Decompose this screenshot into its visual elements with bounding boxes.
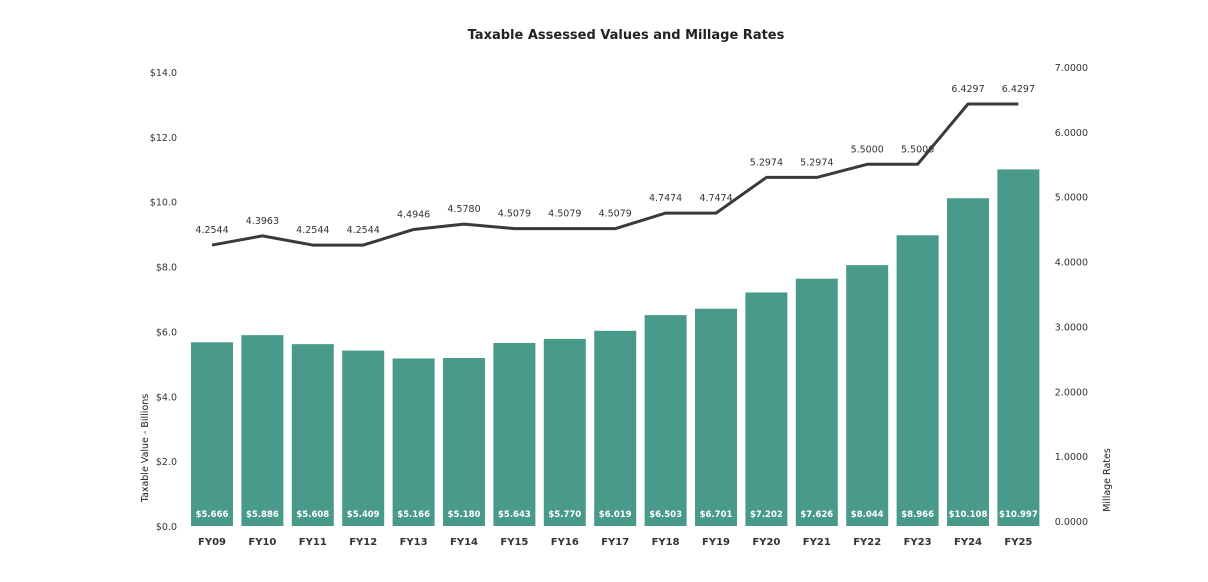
- y-left-ticks: $0.0 $2.0 $4.0 $6.0 $8.0 $10.0 $12.0 $14.0: [150, 68, 177, 533]
- y-right-tick-label: 3.0000: [1055, 322, 1088, 333]
- bar-value-label: $5.409: [347, 510, 380, 520]
- chart-title: Taxable Assessed Values and Millage Rate…: [468, 28, 785, 43]
- bar-value-label: $7.202: [750, 510, 783, 520]
- bar-value-label: $5.166: [397, 510, 430, 520]
- bar-value-label: $6.019: [599, 510, 632, 520]
- bar: [594, 330, 637, 526]
- y-right-axis-title: Millage Rates: [1102, 448, 1113, 512]
- bar-value-label: $10.108: [949, 510, 988, 520]
- x-tick-label: FY21: [803, 537, 831, 548]
- y-right-tick-label: 7.0000: [1055, 63, 1088, 74]
- x-tick-label: FY18: [652, 537, 680, 548]
- x-tick-label: FY14: [450, 537, 478, 548]
- line-value-label: 4.5079: [498, 209, 531, 220]
- bar-value-label: $10.997: [999, 510, 1038, 520]
- bar-series: $5.666 $5.886 $5.608 $5.409 $5.166 $5.180 $5.6…: [191, 169, 1040, 526]
- line-value-label: 5.5000: [851, 144, 884, 155]
- y-right-tick-label: 1.0000: [1055, 452, 1088, 463]
- x-tick-label: FY15: [500, 537, 528, 548]
- y-right-ticks: 0.0000 1.0000 2.0000 3.0000 4.0000 5.0000 6.00…: [1055, 63, 1088, 528]
- bar-value-label: $5.886: [246, 510, 279, 520]
- y-left-tick-label: $6.0: [156, 327, 177, 338]
- bar-value-label: $6.503: [649, 510, 682, 520]
- bar: [846, 265, 889, 526]
- bar: [291, 344, 334, 526]
- y-left-tick-label: $10.0: [150, 198, 177, 209]
- x-tick-label: FY11: [299, 537, 327, 548]
- y-left-tick-label: $0.0: [156, 522, 177, 533]
- bar-value-label: $5.770: [548, 510, 581, 520]
- x-tick-label: FY24: [954, 537, 982, 548]
- bar: [493, 343, 536, 526]
- line-value-label: 5.5000: [901, 144, 934, 155]
- y-right-tick-label: 0.0000: [1055, 517, 1088, 528]
- line-value-label: 4.4946: [397, 209, 430, 220]
- category-labels: FY09 FY10 FY11 FY12 FY13 FY14 FY15 FY16 FY17 FY18…: [198, 537, 1032, 548]
- bar-value-label: $8.044: [851, 510, 884, 520]
- bar: [241, 335, 284, 526]
- x-tick-label: FY09: [198, 537, 226, 548]
- y-left-tick-label: $2.0: [156, 457, 177, 468]
- x-tick-label: FY10: [248, 537, 276, 548]
- bar: [795, 278, 838, 526]
- bar: [947, 198, 989, 526]
- x-tick-label: FY22: [853, 537, 881, 548]
- x-tick-label: FY25: [1004, 537, 1032, 548]
- line-value-label: 4.7474: [649, 193, 682, 204]
- line-value-label: 5.2974: [800, 157, 833, 168]
- bar: [745, 292, 788, 526]
- line-value-label: 4.5079: [548, 209, 581, 220]
- line-value-label: 4.2544: [347, 225, 380, 236]
- x-tick-label: FY16: [551, 537, 579, 548]
- bar: [543, 338, 586, 526]
- y-right-tick-label: 4.0000: [1055, 258, 1088, 269]
- line-value-label: 4.3963: [246, 216, 279, 227]
- bar: [896, 235, 939, 526]
- y-left-axis-title: Taxable Value - Billions: [140, 394, 151, 503]
- bar-value-label: $6.701: [700, 510, 733, 520]
- x-tick-label: FY19: [702, 537, 730, 548]
- bar-value-label: $7.626: [800, 510, 833, 520]
- line-value-label: 4.7474: [699, 193, 732, 204]
- y-left-tick-label: $4.0: [156, 392, 177, 403]
- bar: [191, 342, 233, 526]
- line-value-label: 4.5780: [447, 204, 480, 215]
- line-value-label: 4.2544: [296, 225, 329, 236]
- bar-value-label: $5.180: [448, 510, 481, 520]
- millage-line: [211, 102, 1019, 247]
- x-tick-label: FY23: [904, 537, 932, 548]
- y-left-tick-label: $14.0: [150, 68, 177, 79]
- bar: [392, 358, 435, 526]
- bar: [644, 315, 687, 526]
- x-tick-label: FY20: [752, 537, 780, 548]
- y-left-tick-label: $12.0: [150, 133, 177, 144]
- bar: [342, 350, 385, 526]
- line-value-label: 6.4297: [951, 84, 984, 95]
- bar-value-label: $5.643: [498, 510, 531, 520]
- line-value-label: 4.2544: [195, 225, 228, 236]
- line-value-label: 4.5079: [599, 209, 632, 220]
- line-series: 4.2544 4.3963 4.2544 4.2544 4.4946 4.5780 4.50…: [195, 84, 1035, 247]
- bar: [443, 358, 485, 526]
- x-tick-label: FY13: [400, 537, 428, 548]
- y-left-tick-label: $8.0: [156, 263, 177, 274]
- line-value-label: 5.2974: [750, 157, 783, 168]
- y-right-tick-label: 2.0000: [1055, 387, 1088, 398]
- y-right-tick-label: 5.0000: [1055, 193, 1088, 204]
- bar-value-label: $5.666: [196, 510, 229, 520]
- bar-value-label: $8.966: [901, 510, 934, 520]
- bar: [695, 308, 737, 526]
- bar-value-label: $5.608: [296, 510, 329, 520]
- y-right-tick-label: 6.0000: [1055, 128, 1088, 139]
- bar: [997, 169, 1040, 526]
- line-value-label: 6.4297: [1002, 84, 1035, 95]
- x-tick-label: FY12: [349, 537, 377, 548]
- x-tick-label: FY17: [601, 537, 629, 548]
